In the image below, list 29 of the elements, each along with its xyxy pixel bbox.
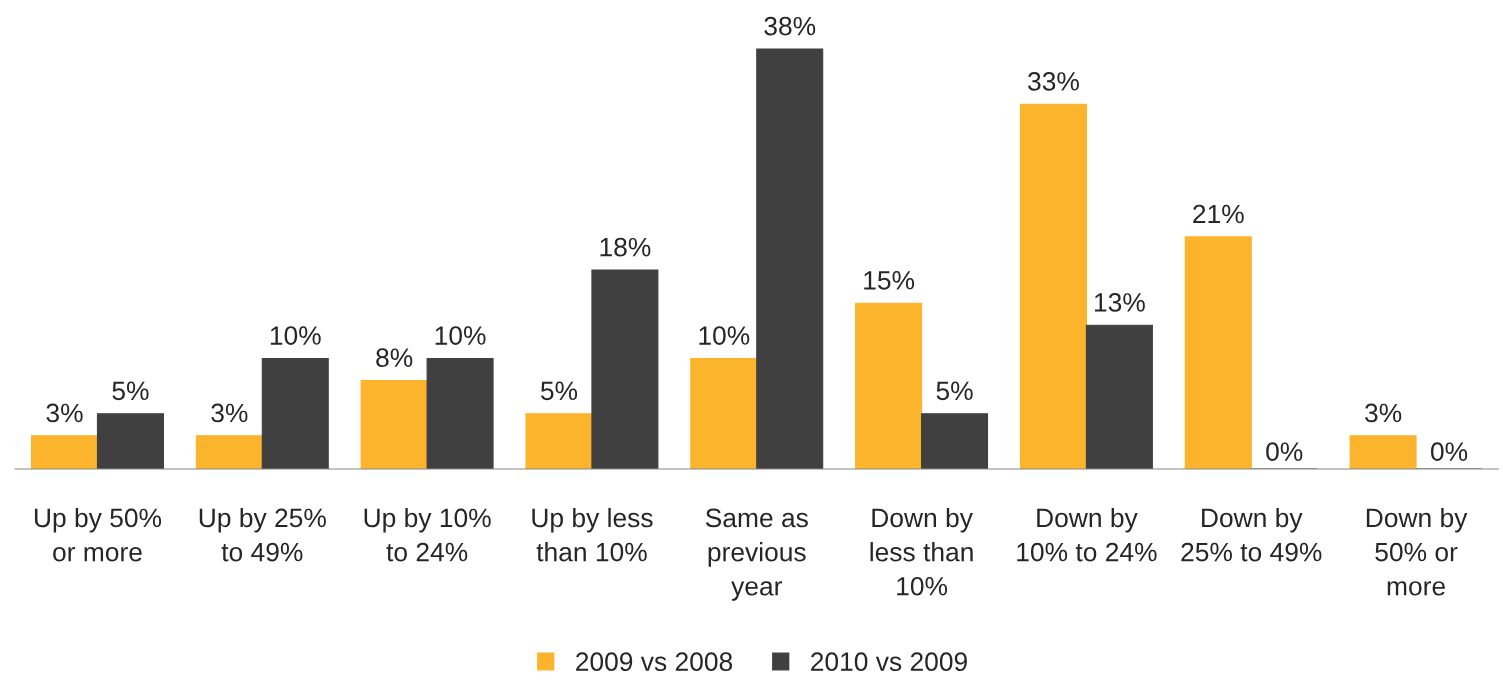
- data-label: 0%: [1430, 442, 1468, 462]
- legend-label: 2010 vs 2009: [811, 652, 967, 672]
- data-label: 15%: [864, 271, 915, 290]
- data-label: 33%: [1028, 72, 1079, 91]
- data-label: 18%: [600, 237, 651, 257]
- x-tick-label: Down by less than 10%: [870, 507, 973, 596]
- legend-label: 2009 vs 2008: [576, 652, 733, 672]
- data-label: 13%: [1094, 293, 1145, 312]
- data-label: 10%: [699, 326, 750, 345]
- data-label: 21%: [1193, 204, 1244, 224]
- data-label: 5%: [112, 381, 149, 401]
- data-label: 0%: [1266, 442, 1303, 462]
- data-label: 10%: [435, 326, 486, 345]
- x-tick-label: Down by 50% or more: [1366, 507, 1468, 596]
- data-label: 5%: [540, 381, 578, 401]
- x-tick-label: Same as previous year: [705, 508, 808, 601]
- data-label: 5%: [936, 381, 973, 401]
- x-tick-label: Up by less than 10%: [532, 507, 653, 562]
- x-tick-label: Down by 10% to 24%: [1017, 507, 1157, 562]
- data-label: 3%: [1365, 403, 1402, 423]
- data-label: 10%: [270, 326, 321, 345]
- x-tick-label: Up by 25% to 49%: [199, 507, 326, 562]
- data-label: 38%: [764, 16, 816, 36]
- x-tick-label: Down by 25% to 49%: [1181, 507, 1322, 562]
- data-label: 3%: [211, 403, 248, 423]
- x-tick-label: Up by 10% to 24%: [364, 507, 491, 562]
- data-label: 3%: [46, 403, 83, 423]
- data-label: 8%: [376, 348, 413, 368]
- x-tick-label: Up by 50% or more: [34, 507, 162, 562]
